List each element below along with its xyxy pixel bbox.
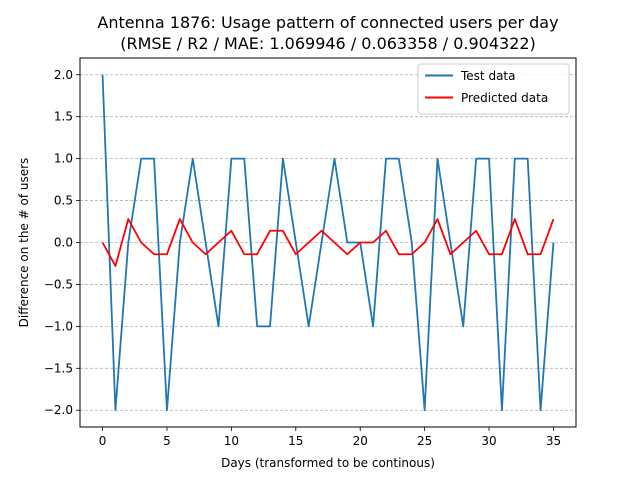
x-tick-label-1: 5 — [163, 434, 171, 448]
x-axis-ticks: 0 5 10 15 20 25 30 35 — [99, 427, 561, 448]
y-tick-label-8: 2.0 — [54, 68, 73, 82]
y-axis-label: Difference on the # of users — [17, 158, 31, 328]
x-tick-label-0: 0 — [99, 434, 107, 448]
y-tick-label-3: −0.5 — [44, 277, 73, 291]
series-line-test-data — [101, 74, 555, 412]
x-tick-label-6: 30 — [481, 434, 496, 448]
legend: Test data Predicted data — [417, 63, 570, 115]
y-tick-label-5: 0.5 — [54, 194, 73, 208]
x-tick-label-4: 20 — [353, 434, 368, 448]
legend-label-test-data: Test data — [460, 69, 515, 83]
y-tick-label-4: 0.0 — [54, 236, 73, 250]
x-tick-label-5: 25 — [417, 434, 432, 448]
series-lines — [101, 74, 555, 412]
series-line-predicted-data — [101, 218, 555, 267]
y-tick-label-1: −1.5 — [44, 361, 73, 375]
y-tick-label-2: −1.0 — [44, 319, 73, 333]
y-tick-label-0: −2.0 — [44, 403, 73, 417]
y-tick-label-6: 1.0 — [54, 152, 73, 166]
x-axis-label: Days (transformed to be continous) — [221, 456, 435, 470]
legend-box — [417, 63, 570, 115]
x-tick-label-2: 10 — [224, 434, 239, 448]
x-tick-label-7: 35 — [546, 434, 561, 448]
legend-label-predicted-data: Predicted data — [461, 91, 548, 105]
y-axis-ticks: −2.0 −1.5 −1.0 −0.5 0.0 0.5 1.0 1.5 2.0 — [44, 68, 80, 417]
y-tick-label-7: 1.5 — [54, 110, 73, 124]
chart-title: Antenna 1876: Usage pattern of connected… — [97, 13, 558, 32]
x-tick-label-3: 15 — [288, 434, 303, 448]
chart-subtitle: (RMSE / R2 / MAE: 1.069946 / 0.063358 / … — [120, 34, 536, 53]
